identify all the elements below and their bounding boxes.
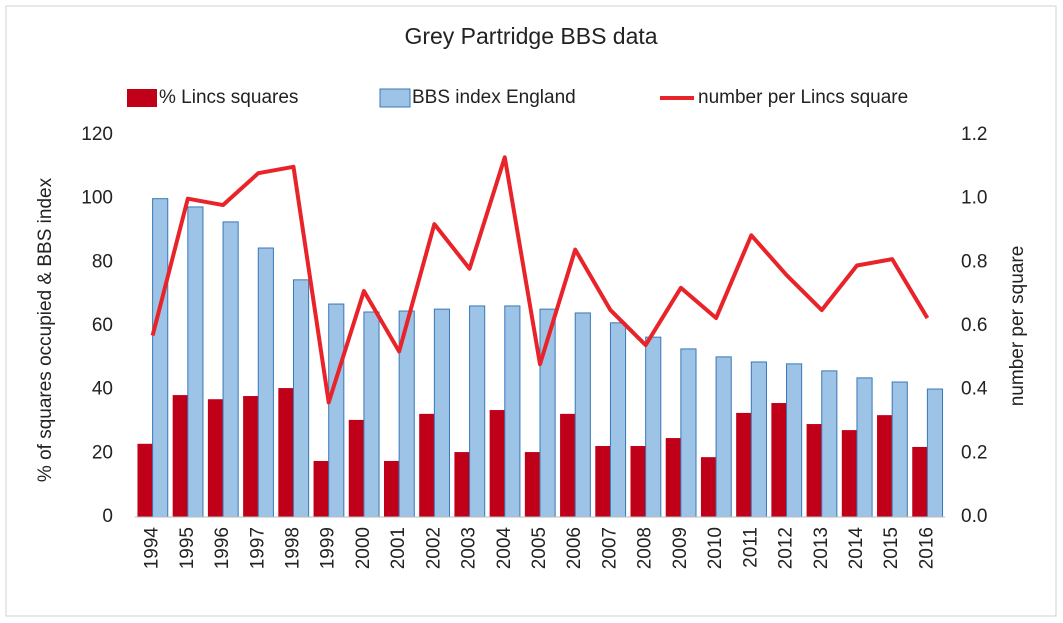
x-tick-label: 2006 bbox=[564, 527, 585, 569]
bar bbox=[433, 308, 450, 518]
bar bbox=[504, 305, 521, 518]
x-tick-label: 2003 bbox=[459, 527, 480, 569]
bar bbox=[771, 403, 787, 517]
y-tick-label: 100 bbox=[81, 188, 113, 209]
x-tick-label: 2008 bbox=[635, 527, 656, 569]
y-tick-label: 80 bbox=[92, 251, 113, 272]
y-tick-label: 40 bbox=[92, 379, 113, 400]
y-axis-label: % of squares occupied & BBS index bbox=[35, 177, 56, 482]
x-tick-label: 2007 bbox=[599, 527, 620, 569]
bar bbox=[187, 206, 204, 518]
bar bbox=[489, 410, 505, 517]
y-tick-label: 20 bbox=[92, 442, 113, 463]
y2-tick-label: 0.8 bbox=[961, 251, 987, 272]
bar bbox=[207, 399, 224, 517]
bar bbox=[891, 381, 908, 518]
x-tick-label: 2010 bbox=[705, 527, 726, 569]
bar bbox=[363, 311, 380, 518]
bar bbox=[856, 377, 873, 518]
x-tick-label: 2004 bbox=[494, 527, 515, 570]
x-tick-label: 2000 bbox=[353, 527, 374, 569]
legend-swatch bbox=[127, 89, 157, 107]
bar bbox=[348, 419, 364, 517]
legend-swatch bbox=[379, 88, 411, 108]
x-tick-label: 2002 bbox=[423, 527, 444, 569]
y-tick-label: 120 bbox=[81, 124, 113, 145]
line bbox=[150, 155, 930, 405]
bar bbox=[469, 305, 486, 518]
bar bbox=[454, 452, 470, 517]
bar bbox=[786, 363, 803, 518]
bar bbox=[841, 430, 857, 517]
bar bbox=[750, 361, 767, 518]
bar bbox=[152, 198, 169, 518]
bar bbox=[278, 388, 294, 517]
x-tick-label: 2012 bbox=[776, 527, 797, 569]
x-tick-label: 2014 bbox=[846, 527, 867, 570]
chart-title: Grey Partridge BBS data bbox=[404, 23, 657, 49]
x-tick-label: 2016 bbox=[916, 527, 937, 569]
bar bbox=[419, 413, 435, 517]
legend-label: number per Lincs square bbox=[698, 87, 908, 108]
bar bbox=[574, 312, 591, 518]
bar bbox=[806, 424, 822, 517]
bar bbox=[292, 279, 310, 518]
bar bbox=[560, 413, 576, 517]
x-tick-label: 2011 bbox=[740, 527, 761, 568]
bar bbox=[313, 460, 329, 517]
bar bbox=[645, 336, 662, 518]
bar bbox=[243, 396, 259, 517]
bar bbox=[524, 452, 540, 517]
x-tick-label: 1994 bbox=[142, 527, 163, 570]
bar bbox=[137, 443, 153, 517]
bar bbox=[595, 446, 611, 517]
bar bbox=[172, 395, 188, 517]
bar bbox=[665, 438, 681, 517]
y-tick-label: 60 bbox=[92, 315, 113, 336]
x-tick-label: 2015 bbox=[881, 527, 902, 569]
x-tick-label: 1997 bbox=[247, 527, 268, 569]
y2-tick-label: 0.0 bbox=[961, 506, 987, 527]
y2-tick-label: 0.4 bbox=[961, 379, 988, 400]
legend-label: BBS index England bbox=[412, 87, 576, 108]
bar bbox=[630, 446, 646, 517]
bar bbox=[222, 221, 239, 518]
y2-tick-label: 1.2 bbox=[961, 124, 987, 145]
x-tick-label: 1998 bbox=[282, 527, 303, 569]
bar bbox=[700, 457, 717, 517]
x-tick-label: 1999 bbox=[318, 527, 339, 569]
bar bbox=[609, 322, 627, 518]
bar bbox=[736, 412, 752, 517]
bar bbox=[383, 460, 400, 517]
y2-tick-label: 1.0 bbox=[961, 188, 987, 209]
x-tick-label: 2005 bbox=[529, 527, 550, 569]
bar bbox=[877, 415, 893, 517]
y2-axis-label: number per square bbox=[1007, 246, 1028, 407]
y-tick-label: 0 bbox=[102, 506, 113, 527]
x-tick-label: 2013 bbox=[811, 527, 832, 569]
y2-tick-label: 0.2 bbox=[961, 442, 987, 463]
bar bbox=[715, 356, 732, 518]
x-tick-label: 1995 bbox=[177, 527, 198, 569]
bar bbox=[912, 446, 928, 517]
x-tick-label: 1996 bbox=[212, 527, 233, 569]
bar bbox=[821, 370, 838, 518]
x-tick-label: 2009 bbox=[670, 527, 691, 569]
legend-label: % Lincs squares bbox=[159, 87, 298, 108]
x-tick-label: 2001 bbox=[388, 527, 409, 569]
bar bbox=[680, 348, 697, 518]
bar bbox=[257, 247, 274, 518]
bar bbox=[328, 303, 345, 518]
bar bbox=[926, 388, 944, 518]
y2-tick-label: 0.6 bbox=[961, 315, 987, 336]
